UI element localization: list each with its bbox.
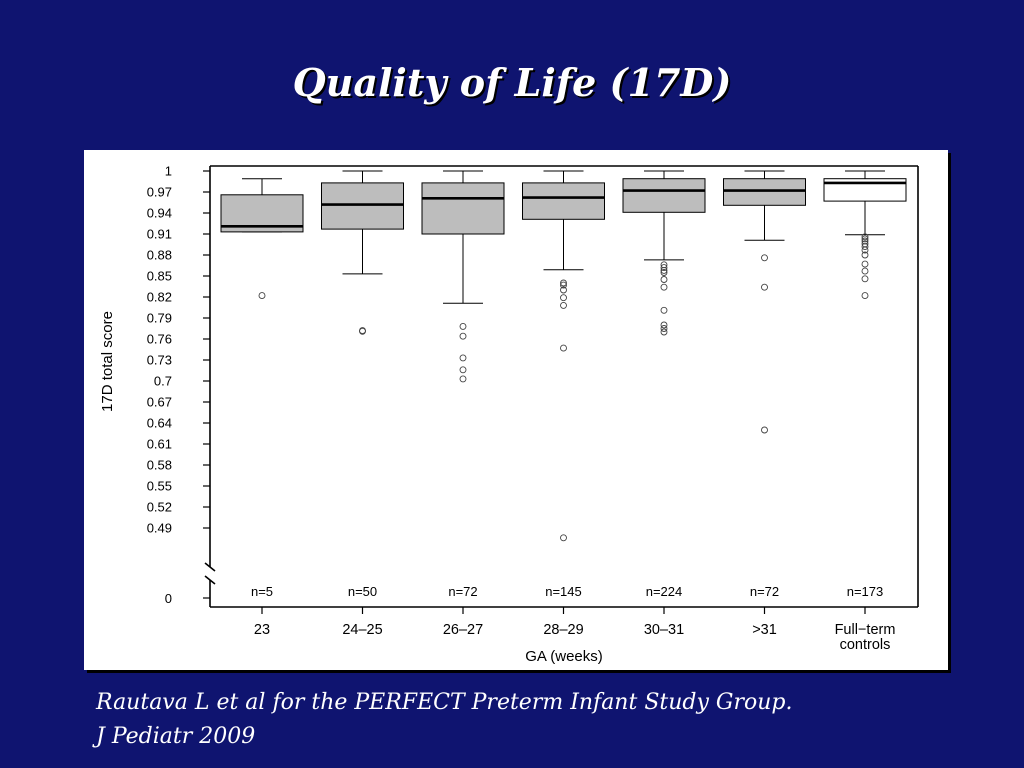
outlier-point [660,321,668,329]
n-count-label: n=145 [545,584,582,599]
outlier-point [560,279,567,287]
outlier-point [560,294,567,302]
n-count-label: n=72 [750,584,779,599]
y-tick-label: 0.91 [147,227,172,242]
outlier-point [459,322,467,330]
outlier-point [459,332,467,340]
outlier-point [560,344,567,352]
box-group [823,170,907,300]
box-iqr [823,178,907,202]
outlier-point [660,306,668,314]
outlier-point [258,292,266,300]
x-tick-label: 24–25 [342,622,382,638]
outlier-point [861,267,869,275]
outlier-point [660,325,668,332]
n-count-label: n=224 [646,584,683,599]
y-tick-label: 0.94 [147,206,172,221]
x-tick-label: Full−term [835,622,896,638]
box-iqr [421,182,505,235]
box-iqr [522,182,605,220]
outlier-point [359,327,366,335]
y-tick-label: 0.7 [154,374,172,389]
x-tick-label: 26–27 [443,622,483,638]
slide-title: Quality of Life (17D) [292,60,732,105]
outlier-point [660,264,668,272]
y-tick-label: 0.67 [147,395,172,410]
box-group [723,170,806,434]
y-tick-label: 0.64 [147,416,172,431]
outlier-point [660,283,668,291]
y-tick-label: 0.58 [147,458,172,473]
axis-break-mark-upper [204,562,216,572]
box-group [522,170,605,542]
y-tick-label: 0.82 [147,290,172,305]
x-tick-label: controls [840,637,891,653]
box-group [622,170,706,336]
outlier-point [861,275,869,283]
x-tick-label: 30–31 [644,622,684,638]
outlier-point [560,301,567,309]
x-tick-label: 28–29 [543,622,583,638]
boxplot-chart: 1 0.97 0.94 0.91 0.88 0.85 0.82 0.79 0.76 0.73 0.7… [99,164,919,665]
y-tick-label: 0.85 [147,269,172,284]
box-group [421,170,505,383]
outlier-point [660,269,668,276]
y-tick-label: 1 [165,164,172,179]
y-tick-label: 0.97 [147,185,172,200]
outlier-point [861,246,869,254]
y-tick-label: 0.61 [147,437,172,452]
y-tick-label: 0.79 [147,311,172,326]
citation-line-2: J Pediatr 2009 [96,724,256,749]
outlier-point [761,283,768,291]
n-count-label: n=50 [348,584,377,599]
y-tick-label: 0.73 [147,353,172,368]
outlier-point [761,254,768,262]
n-count-label: n=72 [448,584,477,599]
y-tick-label: 0.55 [147,479,172,494]
y-tick-label: 0.52 [147,500,172,515]
y-tick-label: 0.49 [147,521,172,536]
outlier-point [459,354,467,362]
box-group [321,170,404,335]
outlier-point [861,260,869,268]
box-iqr [321,182,404,230]
x-tick-label: >31 [752,622,777,638]
outlier-point [861,251,869,259]
axis-break-mark-lower [204,575,216,585]
box-iqr [723,178,806,206]
y-tick-label-zero: 0 [165,591,172,606]
outlier-point [861,292,869,300]
outlier-point [660,276,668,283]
outlier-point [459,375,467,383]
outlier-point [861,243,869,251]
x-tick-label: 23 [254,622,270,638]
outlier-point [761,426,768,434]
y-axis-label: 17D total score [99,311,116,412]
outlier-point [560,534,567,542]
x-axis-label: GA (weeks) [525,648,603,665]
outlier-point [660,328,668,336]
y-tick-label: 0.76 [147,332,172,347]
box-group [220,178,304,300]
n-count-label: n=5 [251,584,273,599]
chart-panel: 1 0.97 0.94 0.91 0.88 0.85 0.82 0.79 0.76 0.73 0.7… [84,150,948,670]
outlier-point [861,235,869,243]
citation-line-1: Rautava L et al for the PERFECT Preterm … [96,690,793,715]
outlier-point [660,266,668,274]
n-count-label: n=173 [847,584,884,599]
outlier-point [560,286,567,294]
box-iqr [622,178,706,213]
outlier-point [861,233,869,241]
y-tick-label: 0.88 [147,248,172,263]
outlier-point [560,281,567,289]
outlier-point [459,366,467,374]
